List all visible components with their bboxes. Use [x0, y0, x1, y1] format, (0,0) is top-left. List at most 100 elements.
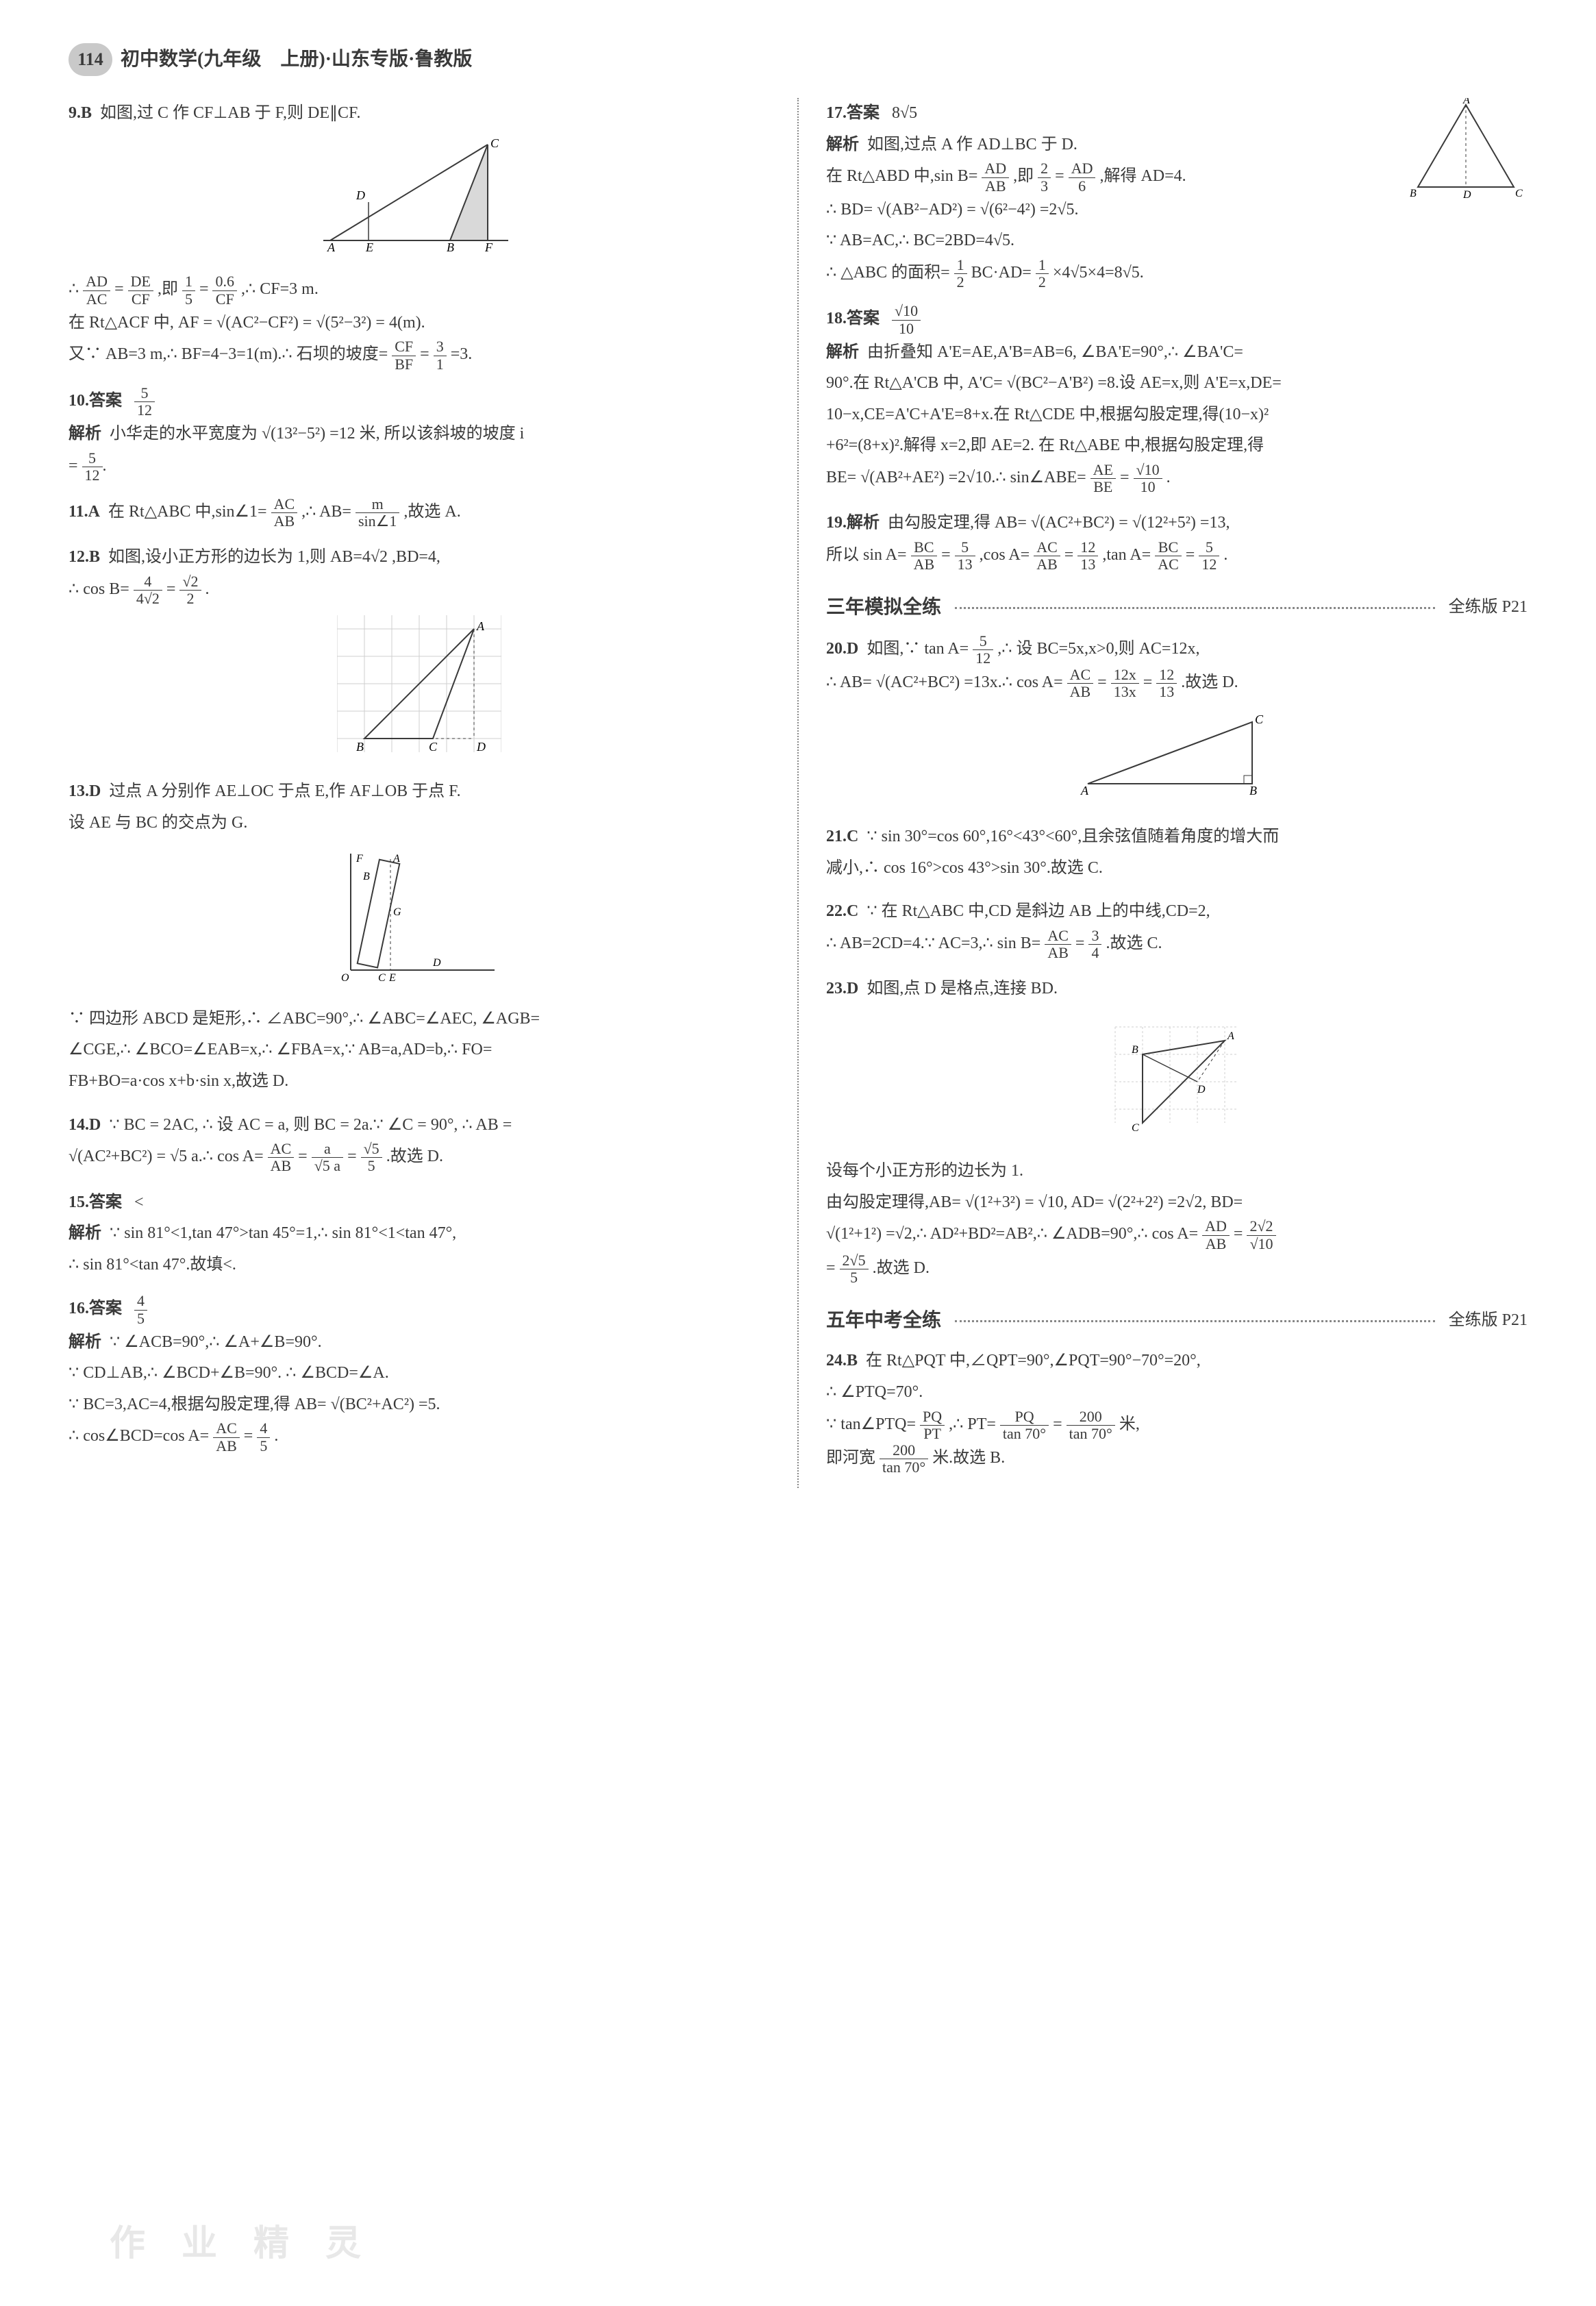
q16-num: 16.答案	[68, 1300, 122, 1318]
svg-text:C: C	[378, 972, 386, 984]
q20-figure: A B C	[826, 708, 1528, 809]
q17-figure: A B D C	[1404, 98, 1528, 212]
svg-text:B: B	[1132, 1044, 1138, 1056]
svg-text:G: G	[393, 906, 401, 918]
svg-text:F: F	[356, 853, 363, 865]
q13-l5: FB+BO=a·cos x+b·sin x,故选 D.	[68, 1066, 770, 1098]
svg-text:E: E	[388, 972, 396, 984]
q9-line3: 又∵ AB=3 m,∴ BF=4−3=1(m).∴ 石坝的坡度= CFBF = …	[68, 338, 770, 372]
q9-num: 9.B	[68, 104, 92, 122]
q10-l1: 小华走的水平宽度为 √(13²−5²) =12 米, 所以该斜坡的坡度 i	[110, 425, 524, 443]
svg-text:C: C	[1515, 188, 1523, 199]
svg-text:E: E	[365, 240, 373, 254]
q21-num: 21.C	[826, 828, 858, 845]
q24-l4: 即河宽 200tan 70° 米.故选 B.	[826, 1442, 1528, 1476]
page-number: 114	[68, 43, 112, 76]
q12-l1: 如图,设小正方形的边长为 1,则 AB=4√2 ,BD=4,	[108, 548, 440, 566]
section-wunnian: 五年中考全练 全练版 P21	[826, 1302, 1528, 1339]
q18-jiexi: 解析	[826, 343, 859, 361]
left-column: 9.B 如图,过 C 作 CF⊥AB 于 F,则 DE∥CF. A E B F …	[68, 98, 770, 1488]
svg-text:A: A	[1080, 784, 1089, 797]
q11-num: 11.A	[68, 503, 100, 521]
q20-num: 20.D	[826, 640, 858, 658]
watermark: 作 业 精 灵	[110, 2211, 375, 2279]
svg-text:C: C	[429, 740, 438, 752]
q9-line1: ∴ ADAC = DECF ,即 15 = 0.6CF ,∴ CF=3 m.	[68, 273, 770, 307]
q16-l4: ∴ cos∠BCD=cos A= ACAB = 45 .	[68, 1420, 770, 1454]
q20-svg: A B C	[1074, 708, 1280, 797]
q13-num: 13.D	[68, 782, 101, 800]
svg-text:C: C	[1132, 1122, 1139, 1134]
q9-text: 如图,过 C 作 CF⊥AB 于 F,则 DE∥CF.	[100, 104, 360, 122]
q22-num: 22.C	[826, 902, 858, 920]
q18-l3: 10−x,CE=A'C+A'E=8+x.在 Rt△CDE 中,根据勾股定理,得(…	[826, 399, 1528, 431]
section-sannian-ref: 全练版 P21	[1449, 592, 1528, 623]
q24: 24.B 在 Rt△PQT 中,∠QPT=90°,∠PQT=90°−70°=20…	[826, 1346, 1528, 1476]
section-wunnian-title: 五年中考全练	[826, 1302, 941, 1339]
q23-l5: = 2√55 .故选 D.	[826, 1252, 1528, 1286]
q13-figure: F A B G O C E D	[68, 847, 770, 995]
svg-text:D: D	[1462, 189, 1471, 201]
q15: 15.答案 < 解析 ∵ sin 81°<1,tan 47°>tan 45°=1…	[68, 1187, 770, 1281]
q20-l2: ∴ AB= √(AC²+BC²) =13x.∴ cos A= ACAB = 12…	[826, 667, 1528, 700]
q23: 23.D 如图,点 D 是格点,连接 BD. A B	[826, 974, 1528, 1286]
q23-svg: A B C D	[1101, 1013, 1252, 1137]
q11: 11.A 在 Rt△ABC 中,sin∠1= ACAB ,∴ AB= msin∠…	[68, 496, 770, 530]
q15-answer: <	[134, 1193, 144, 1211]
q13-l2: 设 AE 与 BC 的交点为 G.	[68, 808, 770, 839]
q16-l3: ∵ BC=3,AC=4,根据勾股定理,得 AB= √(BC²+AC²) =5.	[68, 1389, 770, 1421]
page-title: 初中数学(九年级 上册)·山东专版·鲁教版	[121, 41, 472, 77]
q17-l4: ∴ △ABC 的面积= 12 BC·AD= 12 ×4√5×4=8√5.	[826, 257, 1528, 290]
q19-l1: 由勾股定理,得 AB= √(AC²+BC²) = √(12²+5²) =13,	[888, 514, 1230, 532]
q24-l3: ∵ tan∠PTQ= PQPT ,∴ PT= PQtan 70° = 200ta…	[826, 1409, 1528, 1442]
q10-num: 10.答案	[68, 392, 122, 410]
q10: 10.答案 512 解析 小华走的水平宽度为 √(13²−5²) =12 米, …	[68, 385, 770, 484]
q9-figure: A E B F D C	[68, 138, 770, 266]
q18-answer: √1010	[892, 303, 921, 336]
q24-num: 24.B	[826, 1352, 858, 1369]
q12: 12.B 如图,设小正方形的边长为 1,则 AB=4√2 ,BD=4, ∴ co…	[68, 542, 770, 764]
q14-l1: ∵ BC = 2AC, ∴ 设 AC = a, 则 BC = 2a.∵ ∠C =…	[109, 1116, 512, 1134]
q16: 16.答案 45 解析 ∵ ∠ACB=90°,∴ ∠A+∠B=90°. ∵ CD…	[68, 1293, 770, 1454]
q15-l1: ∵ sin 81°<1,tan 47°>tan 45°=1,∴ sin 81°<…	[110, 1224, 456, 1242]
q23-l4: √(1²+1²) =√2,∴ AD²+BD²=AB²,∴ ∠ADB=90°,∴ …	[826, 1218, 1528, 1252]
dots-icon	[955, 606, 1435, 609]
svg-text:B: B	[1410, 188, 1417, 199]
q10-jiexi: 解析	[68, 425, 101, 443]
q18-num: 18.答案	[826, 310, 880, 328]
svg-text:C: C	[1255, 712, 1264, 726]
svg-text:A: A	[476, 619, 485, 633]
q22-l1: ∵ 在 Rt△ABC 中,CD 是斜边 AB 上的中线,CD=2,	[866, 902, 1210, 920]
q13-l3: ∵ 四边形 ABCD 是矩形,∴ ∠ABC=90°,∴ ∠ABC=∠AEC, ∠…	[68, 1004, 770, 1035]
q13-svg: F A B G O C E D	[330, 847, 508, 984]
q14-l2: √(AC²+BC²) = √5 a.∴ cos A= ACAB = a√5 a …	[68, 1141, 770, 1174]
q9-line2: 在 Rt△ACF 中, AF = √(AC²−CF²) = √(5²−3²) =…	[68, 308, 770, 339]
q16-jiexi: 解析	[68, 1333, 101, 1351]
q12-figure: A B C D	[68, 615, 770, 764]
q12-svg: A B C D	[337, 615, 501, 752]
q17-jx1: 如图,过点 A 作 AD⊥BC 于 D.	[867, 136, 1077, 153]
q17-jiexi: 解析	[826, 136, 859, 153]
q17-svg: A B D C	[1404, 98, 1528, 201]
right-column: A B D C 17.答案 8√5 解析 如图,过点 A 作 AD⊥BC 于 D…	[797, 98, 1528, 1488]
q14-num: 14.D	[68, 1116, 101, 1134]
q20: 20.D 如图,∵ tan A= 512 ,∴ 设 BC=5x,x>0,则 AC…	[826, 633, 1528, 809]
svg-text:D: D	[476, 740, 486, 752]
q22-l2: ∴ AB=2CD=4.∵ AC=3,∴ sin B= ACAB = 34 .故选…	[826, 928, 1528, 961]
q21-l1: ∵ sin 30°=cos 60°,16°<43°<60°,且余弦值随着角度的增…	[866, 828, 1279, 845]
section-wunnian-ref: 全练版 P21	[1449, 1305, 1528, 1337]
q23-num: 23.D	[826, 980, 858, 997]
q23-l2: 设每个小正方形的边长为 1.	[826, 1156, 1528, 1187]
q23-l1: 如图,点 D 是格点,连接 BD.	[866, 980, 1058, 997]
q17-answer: 8√5	[892, 104, 917, 122]
q10-answer: 512	[134, 385, 155, 419]
q15-l2: ∴ sin 81°<tan 47°.故填<.	[68, 1250, 770, 1281]
svg-text:D: D	[432, 957, 441, 969]
q13-l1: 过点 A 分别作 AE⊥OC 于点 E,作 AF⊥OB 于点 F.	[109, 782, 460, 800]
svg-text:B: B	[363, 871, 370, 882]
two-column-layout: 9.B 如图,过 C 作 CF⊥AB 于 F,则 DE∥CF. A E B F …	[68, 98, 1528, 1488]
q18-l1: 由折叠知 A'E=AE,A'B=AB=6, ∠BA'E=90°,∴ ∠BA'C=	[867, 343, 1243, 361]
q24-l1: 在 Rt△PQT 中,∠QPT=90°,∠PQT=90°−70°=20°,	[866, 1352, 1201, 1369]
q16-l2: ∵ CD⊥AB,∴ ∠BCD+∠B=90°. ∴ ∠BCD=∠A.	[68, 1358, 770, 1389]
q15-num: 15.答案	[68, 1193, 122, 1211]
